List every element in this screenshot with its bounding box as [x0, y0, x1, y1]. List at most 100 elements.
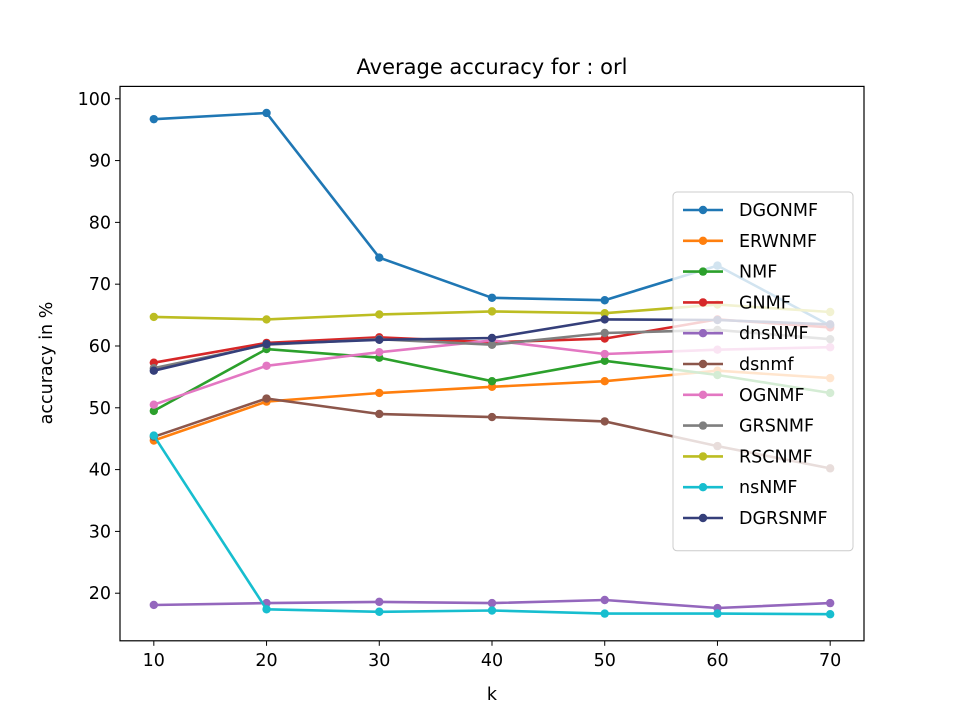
data-point — [600, 356, 609, 366]
legend-label: DGONMF — [739, 201, 818, 221]
x-tick-label: 70 — [819, 651, 841, 671]
data-point — [600, 349, 609, 359]
legend-item: OGNMF — [683, 386, 805, 406]
legend-label: DGRSNMF — [739, 509, 828, 529]
data-point — [262, 315, 271, 324]
data-point — [149, 366, 159, 375]
legend-marker — [698, 298, 708, 307]
legend-item: nsNMF — [683, 478, 797, 498]
legend-item: RSCNMF — [683, 447, 813, 467]
data-point — [149, 600, 159, 610]
data-point — [149, 406, 159, 416]
y-tick-label: 30 — [89, 522, 111, 542]
data-point — [262, 339, 271, 349]
legend-label: OGNMF — [739, 386, 805, 406]
legend-label: GNMF — [739, 293, 791, 313]
data-point — [487, 412, 497, 422]
legend-marker — [698, 421, 708, 430]
legend-item: GRSNMF — [683, 417, 814, 437]
data-point — [375, 607, 384, 616]
legend-label: GRSNMF — [739, 417, 814, 437]
data-point — [825, 598, 835, 608]
data-point — [375, 310, 384, 319]
legend-item: DGONMF — [683, 201, 818, 221]
legend-marker — [698, 483, 708, 492]
legend-marker — [698, 267, 708, 276]
legend-marker — [698, 452, 708, 461]
legend: DGONMF ERWNMF NMF GNMF dnsNMF dsnmf OGNMF GRSNM… — [672, 191, 854, 552]
legend-label: nsNMF — [739, 478, 797, 498]
data-point — [713, 609, 722, 618]
data-point — [149, 431, 159, 440]
y-tick-label: 40 — [89, 461, 111, 481]
data-point — [262, 108, 271, 118]
data-point — [149, 400, 159, 409]
data-point — [600, 609, 609, 618]
data-point — [600, 417, 609, 426]
y-tick-label: 70 — [89, 275, 111, 295]
x-tick-label: 10 — [143, 651, 165, 671]
data-point — [600, 377, 609, 386]
data-point — [375, 597, 384, 607]
legend-item: NMF — [683, 263, 777, 283]
data-point — [487, 333, 497, 343]
y-axis: 20 30 40 50 60 70 80 90 100 — [78, 90, 120, 604]
series-nsnmf — [149, 431, 835, 619]
data-point — [600, 296, 609, 305]
legend-box — [672, 191, 854, 552]
legend-label: ERWNMF — [739, 232, 817, 252]
y-tick-label: 80 — [89, 213, 111, 233]
legend-marker — [698, 390, 708, 399]
data-point — [375, 335, 384, 345]
data-point — [375, 388, 384, 398]
data-point — [262, 394, 271, 403]
legend-marker — [698, 205, 708, 215]
y-tick-label: 20 — [89, 584, 111, 604]
data-point — [487, 340, 497, 349]
data-point — [487, 377, 497, 386]
data-point — [487, 598, 497, 608]
x-axis-label: k — [487, 685, 498, 705]
data-point — [600, 315, 609, 324]
data-point — [375, 253, 384, 262]
data-point — [600, 328, 609, 338]
y-tick-label: 60 — [89, 337, 111, 357]
data-point — [487, 307, 497, 316]
x-tick-label: 60 — [706, 651, 728, 671]
chart-title: Average accuracy for : orl — [357, 55, 628, 79]
legend-label: dnsNMF — [739, 324, 809, 344]
legend-item: ERWNMF — [683, 232, 817, 252]
legend-marker — [698, 329, 708, 338]
legend-item: DGRSNMF — [683, 509, 828, 529]
data-point — [262, 361, 271, 370]
y-tick-label: 50 — [89, 399, 111, 419]
x-tick-label: 20 — [255, 651, 277, 671]
data-point — [149, 312, 159, 322]
legend-label: dsnmf — [739, 355, 794, 375]
x-axis: 10 20 30 40 50 60 70 — [143, 640, 841, 671]
data-point — [375, 347, 384, 357]
series-dnsnmf — [149, 595, 835, 613]
legend-marker — [698, 359, 708, 369]
legend-item: GNMF — [683, 293, 791, 313]
x-tick-label: 50 — [594, 651, 616, 671]
legend-item: dnsNMF — [683, 324, 809, 344]
x-tick-label: 30 — [368, 651, 390, 671]
legend-marker — [698, 513, 708, 523]
legend-item: dsnmf — [683, 355, 794, 375]
data-point — [600, 595, 609, 605]
x-tick-label: 40 — [481, 651, 503, 671]
data-point — [375, 409, 384, 419]
data-point — [262, 605, 271, 614]
data-point — [487, 293, 497, 302]
data-point — [825, 610, 835, 619]
legend-label: RSCNMF — [739, 447, 813, 467]
y-tick-label: 90 — [89, 152, 111, 172]
y-tick-label: 100 — [78, 90, 111, 110]
data-point — [600, 309, 609, 318]
data-point — [149, 114, 159, 124]
legend-label: NMF — [739, 263, 777, 283]
legend-marker — [698, 236, 708, 245]
data-point — [487, 606, 497, 615]
